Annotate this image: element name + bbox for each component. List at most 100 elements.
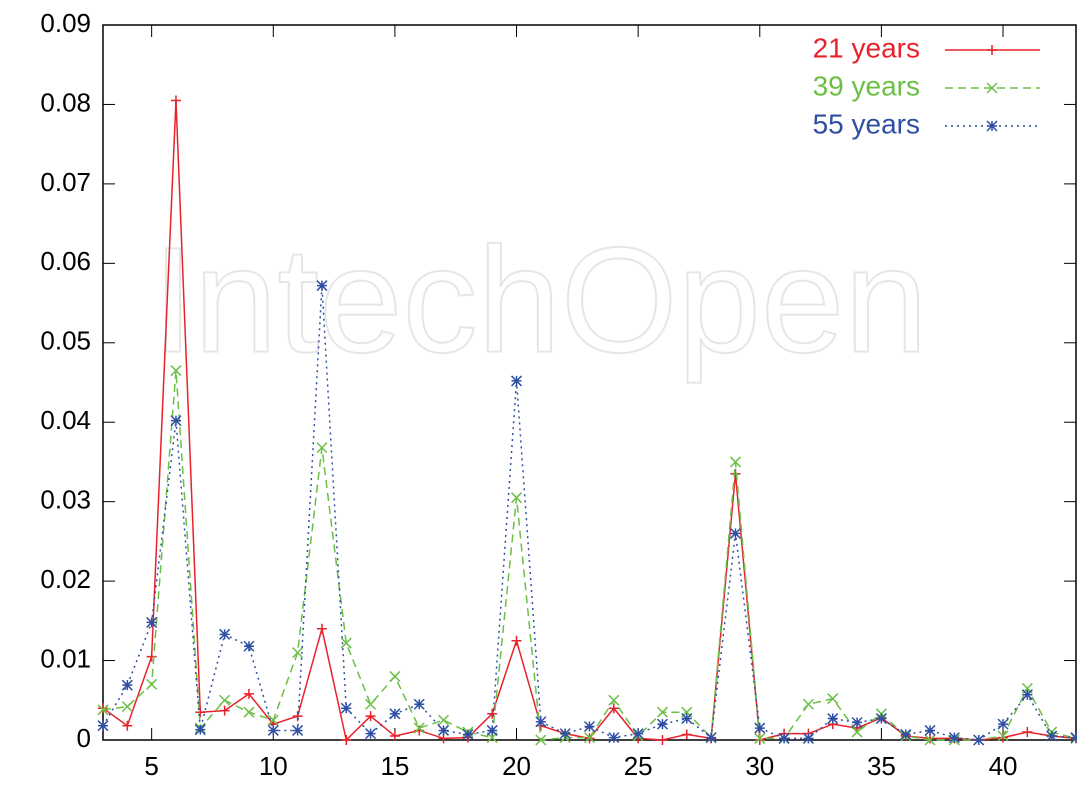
y-tick-label: 0 bbox=[77, 723, 91, 753]
data-point bbox=[413, 698, 425, 710]
data-point bbox=[778, 732, 790, 744]
data-point bbox=[1070, 732, 1077, 744]
data-point bbox=[486, 724, 498, 736]
data-point bbox=[754, 732, 766, 744]
data-point bbox=[292, 647, 304, 659]
data-point bbox=[243, 688, 254, 699]
data-point bbox=[170, 415, 182, 427]
data-point bbox=[1046, 730, 1058, 742]
x-tick-label: 25 bbox=[624, 751, 653, 781]
series-line bbox=[102, 370, 1077, 741]
data-point bbox=[511, 635, 522, 646]
legend-label: 39 years bbox=[813, 70, 920, 101]
y-tick-label: 0.02 bbox=[40, 564, 91, 594]
y-tick-label: 0.07 bbox=[40, 167, 91, 197]
data-point bbox=[97, 704, 109, 716]
data-point bbox=[705, 732, 717, 744]
data-point bbox=[632, 728, 644, 740]
data-point bbox=[316, 442, 328, 454]
data-point bbox=[97, 720, 109, 732]
watermark: IntechOpen bbox=[152, 216, 928, 384]
x-tick-label: 20 bbox=[502, 751, 531, 781]
data-point bbox=[973, 734, 985, 746]
data-point bbox=[997, 730, 1009, 742]
data-point bbox=[195, 707, 206, 718]
data-point bbox=[851, 726, 863, 738]
data-point bbox=[583, 720, 596, 733]
data-point bbox=[122, 720, 133, 731]
y-tick-label: 0.05 bbox=[40, 326, 91, 356]
data-point bbox=[657, 735, 668, 745]
data-point bbox=[900, 728, 912, 740]
data-point bbox=[754, 722, 766, 734]
data-point bbox=[121, 679, 133, 691]
data-point bbox=[608, 703, 619, 714]
data-point bbox=[389, 670, 401, 682]
data-point bbox=[462, 728, 474, 740]
x-tick-label: 35 bbox=[867, 751, 896, 781]
data-point bbox=[194, 724, 206, 736]
data-point bbox=[438, 724, 450, 736]
data-point bbox=[924, 734, 936, 746]
data-point bbox=[146, 616, 158, 628]
data-point bbox=[998, 732, 1009, 743]
data-point bbox=[608, 732, 620, 744]
legend-marker bbox=[987, 45, 997, 55]
x-tick-label: 30 bbox=[745, 751, 774, 781]
data-point bbox=[98, 703, 108, 714]
x-tick-label: 10 bbox=[259, 751, 288, 781]
data-point bbox=[219, 628, 231, 640]
data-point bbox=[316, 623, 327, 634]
data-point bbox=[656, 718, 669, 730]
data-point bbox=[219, 694, 231, 706]
data-point bbox=[827, 693, 839, 705]
legend-marker bbox=[986, 82, 998, 94]
data-point bbox=[583, 732, 596, 744]
data-point bbox=[510, 375, 523, 387]
data-point bbox=[170, 365, 182, 377]
data-point bbox=[681, 729, 692, 740]
x-tick-label: 5 bbox=[144, 751, 158, 781]
data-point bbox=[729, 456, 741, 468]
y-tick-label: 0.04 bbox=[40, 405, 91, 435]
data-point bbox=[1022, 727, 1033, 738]
data-point bbox=[413, 722, 425, 734]
data-point bbox=[316, 280, 328, 292]
x-tick-label: 15 bbox=[380, 751, 409, 781]
data-point bbox=[438, 714, 450, 726]
y-tick-label: 0.03 bbox=[40, 485, 91, 515]
data-point bbox=[292, 724, 304, 736]
data-point bbox=[681, 713, 693, 725]
data-point bbox=[1021, 689, 1033, 701]
data-point bbox=[802, 732, 814, 744]
data-point bbox=[535, 716, 547, 728]
data-point bbox=[559, 728, 571, 740]
data-point bbox=[510, 492, 523, 504]
data-point bbox=[729, 527, 741, 539]
data-point bbox=[121, 701, 133, 713]
series-line bbox=[102, 285, 1077, 741]
legend-label: 55 years bbox=[813, 108, 920, 139]
data-point bbox=[851, 716, 863, 729]
data-point bbox=[656, 706, 669, 718]
data-point bbox=[341, 735, 352, 745]
data-point bbox=[389, 731, 400, 742]
data-point bbox=[730, 468, 741, 479]
data-point bbox=[948, 732, 960, 744]
y-tick-label: 0.06 bbox=[40, 246, 91, 276]
data-point bbox=[146, 678, 158, 690]
legend-label: 21 years bbox=[813, 32, 920, 63]
data-point bbox=[267, 724, 279, 736]
data-point bbox=[340, 702, 352, 714]
data-point bbox=[243, 640, 255, 652]
y-tick-label: 0.08 bbox=[40, 87, 91, 117]
data-point bbox=[997, 718, 1009, 730]
data-point bbox=[924, 724, 936, 736]
data-point bbox=[802, 698, 814, 710]
data-point bbox=[365, 711, 376, 722]
data-point bbox=[365, 728, 377, 740]
data-point bbox=[267, 714, 279, 726]
data-point bbox=[535, 734, 547, 746]
data-point bbox=[608, 694, 620, 706]
